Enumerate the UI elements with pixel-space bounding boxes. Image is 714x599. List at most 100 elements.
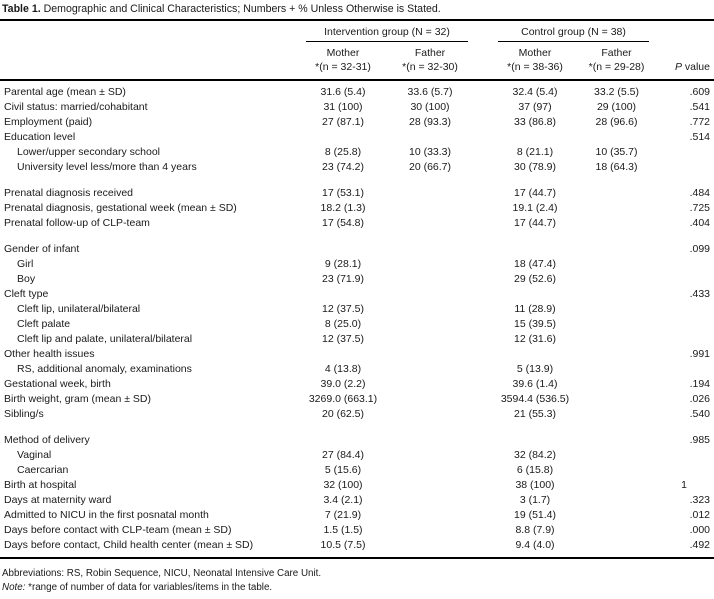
row-label: Cleft palate [17, 318, 71, 331]
table-header: Intervention group (N = 32) Control grou… [0, 19, 714, 82]
value-cell [578, 538, 655, 553]
value-cell: 31 (100) [323, 101, 363, 114]
value-cell: 28 (93.3) [408, 116, 452, 129]
value-cell: 18 (47.4) [513, 258, 557, 271]
row-label: Parental age (mean ± SD) [4, 86, 126, 99]
row-label: Girl [17, 258, 34, 271]
column-header-line2: *(n = 29-28) [588, 60, 645, 73]
value-cell: 39.0 (2.2) [320, 378, 366, 391]
value-cell: 10 (35.7) [595, 146, 638, 159]
value-cell: 39.6 (1.4) [512, 378, 558, 391]
p-value-cell [655, 160, 710, 175]
value-cell [300, 287, 386, 302]
row-label: Vaginal [17, 449, 52, 462]
value-cell [386, 272, 474, 287]
value-cell [386, 317, 474, 332]
value-cell [578, 493, 655, 508]
value-cell [300, 242, 386, 257]
value-cell: 6 (15.8) [516, 464, 554, 477]
row-label: Caercarian [17, 464, 69, 477]
row-label: Birth weight, gram (mean ± SD) [4, 393, 151, 406]
table-row: Other health issues .991 [4, 347, 710, 362]
value-cell [300, 347, 386, 362]
table-row: Prenatal diagnosis received 17 (53.1) 17 (… [4, 186, 710, 201]
value-cell: 28 (96.6) [595, 116, 638, 129]
table-row: Boy 23 (71.9) 29 (52.6) [4, 272, 710, 287]
p-value-rest: value [681, 61, 710, 74]
value-cell [386, 478, 474, 493]
row-label: Employment (paid) [4, 116, 93, 129]
value-cell: 11 (28.9) [514, 303, 556, 316]
column-header-line1: Father [414, 47, 446, 59]
value-cell [578, 362, 655, 377]
table-row: Cleft type .433 [4, 287, 710, 302]
row-label: Days before contact, Child health center… [4, 539, 254, 552]
value-cell: 19.1 (2.4) [512, 202, 558, 215]
value-cell: 3269.0 (663.1) [308, 393, 378, 406]
p-value-cell: .725 [689, 202, 710, 215]
value-cell [386, 242, 474, 257]
value-cell: 15 (39.5) [513, 318, 557, 331]
table-title: Table 1. Demographic and Clinical Charac… [0, 0, 714, 19]
table-row: Prenatal follow-up of CLP-team 17 (54.8) 1… [4, 216, 710, 231]
column-header-line1: Mother [518, 47, 552, 59]
value-cell [492, 347, 578, 362]
value-cell [300, 130, 386, 145]
value-cell [386, 302, 474, 317]
table-row: Birth at hospital 32 (100) 38 (100) 1 [4, 478, 710, 493]
value-cell [386, 433, 474, 448]
row-label: Cleft lip, unilateral/bilateral [17, 303, 141, 316]
value-cell [386, 186, 474, 201]
value-cell: 10.5 (7.5) [320, 539, 366, 552]
table-row: Days before contact with CLP-team (mean … [4, 523, 710, 538]
p-value-cell: .985 [689, 434, 710, 447]
row-label: Days at maternity ward [4, 494, 112, 507]
value-cell [386, 493, 474, 508]
value-cell: 30 (78.9) [513, 161, 557, 174]
value-cell [578, 478, 655, 493]
value-cell: 27 (84.4) [321, 449, 365, 462]
value-cell: 12 (31.6) [513, 333, 557, 346]
table-row: Admitted to NICU in the first posnatal m… [4, 508, 710, 523]
value-cell [386, 463, 474, 478]
value-cell: 17 (53.1) [321, 187, 365, 200]
value-cell [578, 332, 655, 347]
table-title-text: Demographic and Clinical Characteristics… [40, 3, 441, 15]
p-value-cell: .609 [689, 86, 710, 99]
value-cell: 32 (100) [323, 479, 363, 492]
table-row: Employment (paid) 27 (87.1) 28 (93.3) 33 (8… [4, 115, 710, 130]
value-cell: 3594.4 (536.5) [500, 393, 570, 406]
value-cell: 8.8 (7.9) [515, 524, 555, 537]
value-cell [578, 201, 655, 216]
table-row: Days before contact, Child health center… [4, 538, 710, 553]
p-value-cell [655, 332, 710, 347]
row-label: Other health issues [4, 348, 95, 361]
value-cell: 3 (1.7) [519, 494, 551, 507]
value-cell: 8 (25.8) [324, 146, 362, 159]
value-cell [492, 130, 578, 145]
spacer-row [4, 422, 710, 433]
column-group-control: Control group (N = 38) [498, 26, 649, 42]
value-cell [578, 523, 655, 538]
value-cell [578, 347, 655, 362]
p-value-cell: .194 [689, 378, 710, 391]
p-value-cell: .012 [689, 509, 710, 522]
value-cell: 8 (21.1) [516, 146, 554, 159]
value-cell [578, 377, 655, 392]
value-cell: 38 (100) [515, 479, 555, 492]
footnote-note: Note: *range of number of data for varia… [2, 581, 712, 595]
table-row: RS, additional anomaly, examinations 4 (1… [4, 362, 710, 377]
value-cell: 32 (84.2) [513, 449, 557, 462]
table-row: Caercarian 5 (15.6) 6 (15.8) [4, 463, 710, 478]
value-cell: 5 (13.9) [516, 363, 554, 376]
table-row: Cleft lip, unilateral/bilateral 12 (37.5)… [4, 302, 710, 317]
row-label: Lower/upper secondary school [17, 146, 161, 159]
value-cell [578, 287, 655, 302]
p-value-cell: .000 [689, 524, 710, 537]
p-value-cell: .540 [689, 408, 710, 421]
value-cell: 20 (62.5) [321, 408, 365, 421]
p-value-cell [655, 302, 710, 317]
value-cell [492, 433, 578, 448]
spacer-row [4, 175, 710, 186]
